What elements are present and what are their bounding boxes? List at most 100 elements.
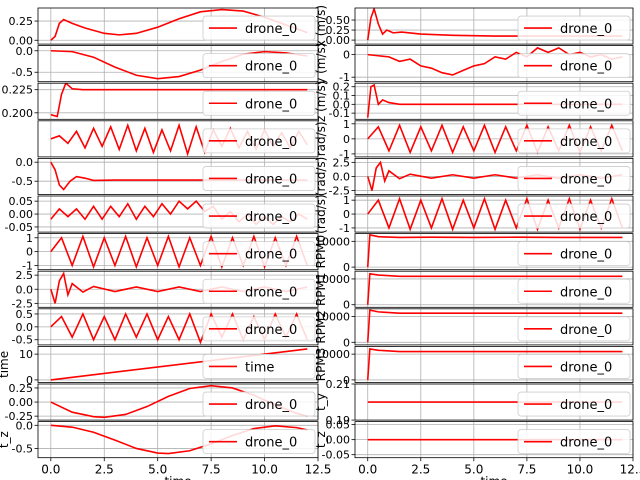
y-tick-label: 0.19	[326, 414, 351, 427]
legend-label: drone_0	[245, 248, 297, 263]
y-tick-label: 0.00	[326, 434, 351, 447]
y-tick-label: -1	[22, 260, 33, 273]
right-panel-5: -101 drone_0 (rad/s)	[314, 194, 634, 235]
y-tick-label: -0.5	[12, 334, 33, 347]
series-line-drone_0	[366, 272, 623, 305]
panel-frame	[37, 120, 319, 158]
left-panel-7: -2.50.02.5 drone_0	[12, 269, 319, 310]
y-tick-label: 0.05	[9, 195, 34, 208]
legend-box	[202, 391, 316, 417]
y-tick-label: -0.5	[12, 66, 33, 79]
panel-frame	[354, 45, 634, 83]
legend-label: drone_0	[560, 323, 612, 338]
y-tick-label: 0.0	[333, 170, 351, 183]
panel-frame	[37, 383, 319, 421]
legend-label: drone_0	[560, 97, 612, 112]
y-axis-label: t_z	[0, 431, 11, 448]
y-axis-label: t_y	[314, 393, 328, 411]
legend-box	[517, 316, 631, 342]
panel-frame	[354, 7, 634, 45]
y-tick-label: 0.21	[326, 378, 351, 391]
left-panel-6: -101 drone_0	[22, 232, 319, 273]
y-tick-label: 1	[26, 232, 33, 245]
y-tick-label: 0.00	[326, 34, 351, 47]
legend-label: drone_0	[560, 60, 612, 75]
legend-box	[202, 203, 316, 229]
panel-frame	[354, 421, 634, 459]
left-panel-11: -0.5 0.0 drone_0 t_z 0.0 2.5 5.0 7.5 10.0 12.5 tim…	[0, 419, 331, 480]
panel-frame	[37, 45, 319, 83]
y-tick-label: 0	[343, 49, 350, 62]
y-tick-label: 10000	[315, 235, 350, 248]
right-panel-9: 0 10000 drone_0 RPM3	[314, 345, 634, 387]
left-panel-5: -0.050.000.05 drone_0	[5, 195, 319, 234]
panel-frame	[37, 270, 319, 308]
panel-frame	[354, 308, 634, 346]
series-line-drone_0	[50, 83, 308, 118]
y-axis-label: (rad/s)	[314, 157, 328, 197]
y-tick-label: 0.1	[333, 90, 351, 103]
right-panel-1: -1 0 drone_0 y (m/s)	[314, 43, 634, 85]
legend-box	[202, 15, 316, 41]
right-panel-2: -0.10.00.10.2 drone_0 z (m/s)	[314, 81, 634, 122]
left-panel-3: drone_0	[37, 120, 319, 158]
y-tick-label: 0.25	[326, 24, 351, 37]
y-tick-label: -2.5	[329, 185, 350, 198]
legend-box	[517, 278, 631, 304]
y-tick-label: 0.0	[16, 156, 34, 169]
legend-label: drone_0	[245, 97, 297, 112]
series-line-drone_0	[366, 233, 623, 268]
series-line-drone_0	[50, 424, 308, 455]
legend-label: drone_0	[560, 248, 612, 263]
series-line-drone_0	[366, 309, 623, 343]
legend-label: drone_0	[560, 172, 612, 187]
right-panel-3: -1 0 1 drone_0 rad/s)	[314, 118, 634, 161]
series-line-drone_0	[367, 196, 624, 232]
legend-label: drone_0	[560, 135, 612, 150]
left-panel-4: -0.5 0.0 drone_0	[12, 156, 319, 195]
legend-box	[517, 166, 631, 191]
x-tick-label: 12.5	[620, 463, 640, 477]
x-tick-label: 2.5	[95, 463, 114, 477]
y-tick-label: 10	[19, 348, 33, 361]
panel-frame	[354, 195, 634, 233]
y-tick-label: -0.25	[5, 410, 33, 423]
legend-label: drone_0	[560, 210, 612, 225]
x-tick-label: 12.5	[305, 463, 332, 477]
legend-label: drone_0	[560, 22, 612, 37]
legend-box	[202, 90, 316, 116]
left-panel-2: 0.200 0.225 drone_0	[2, 82, 319, 120]
panel-frame	[37, 233, 319, 271]
legend-label: drone_0	[560, 360, 612, 375]
legend-box	[202, 166, 316, 191]
x-tick-label: 0.0	[358, 463, 377, 477]
series-line-drone_0	[50, 234, 309, 270]
y-axis-label: x (m/s)	[314, 5, 328, 47]
legend-box	[517, 53, 631, 79]
legend-label: drone_0	[560, 285, 612, 300]
y-tick-label: 0.00	[9, 208, 34, 221]
panel-frame	[354, 345, 634, 383]
y-axis-label: z (m/s)	[314, 81, 328, 122]
y-tick-label: 0.00	[9, 396, 34, 409]
y-tick-label: 0.2	[333, 81, 351, 94]
y-tick-label: 0.0	[16, 321, 34, 334]
left-panel-10: -0.250.000.25 drone_0	[5, 382, 319, 423]
x-tick-label: 10.0	[251, 463, 278, 477]
y-tick-label: 0.5	[16, 308, 34, 321]
y-axis-label: RPM2	[314, 310, 328, 344]
y-tick-label: 2.5	[16, 269, 34, 282]
right-panel-10: 0.19 0.21 drone_0 t_y	[314, 378, 634, 427]
x-tick-label: 5.0	[148, 463, 167, 477]
legend-label: time	[245, 360, 274, 375]
panel-frame	[37, 82, 319, 120]
panel-frame	[354, 270, 634, 308]
series-line-drone_0	[366, 83, 623, 118]
panel-frame	[354, 120, 634, 158]
legend-label: drone_0	[245, 323, 297, 338]
y-tick-label: -1	[339, 148, 350, 161]
left-panel-1: -0.5 0.0 drone_0	[12, 45, 319, 83]
y-axis-label: RPM1	[314, 272, 328, 306]
y-tick-label: 0	[343, 261, 350, 274]
y-tick-label: -0.05	[322, 449, 350, 462]
